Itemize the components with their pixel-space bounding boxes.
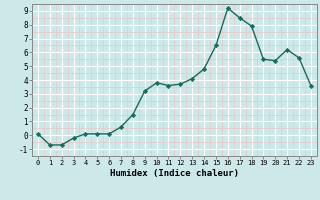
X-axis label: Humidex (Indice chaleur): Humidex (Indice chaleur) <box>110 169 239 178</box>
